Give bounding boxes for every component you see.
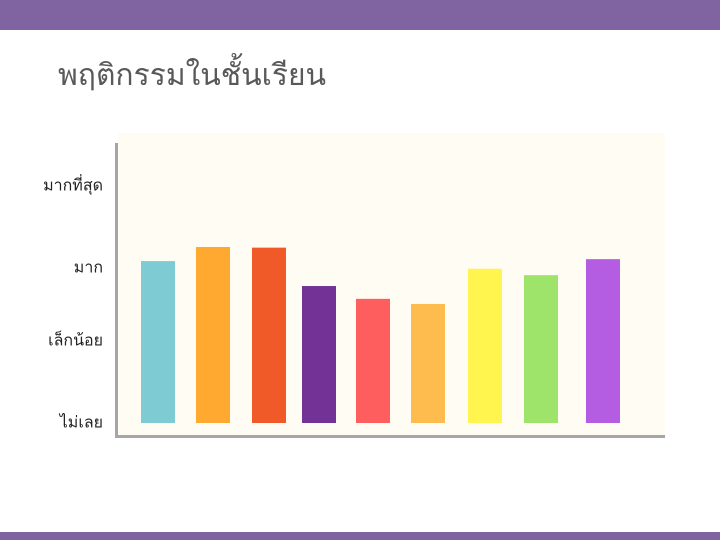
bars-group <box>141 247 620 423</box>
top-accent-band <box>0 0 720 30</box>
y-tick-labels: ไม่เลย เล็กน้อย มาก มากที่สุด <box>43 174 103 432</box>
y-tick-label: มากที่สุด <box>43 174 103 196</box>
bar-5 <box>356 298 390 423</box>
y-tick-label: เล็กน้อย <box>48 330 103 350</box>
bar-4 <box>302 286 336 423</box>
bar-9 <box>586 259 620 423</box>
bottom-accent-band <box>0 532 720 540</box>
bar-8 <box>524 275 558 423</box>
bar-3 <box>252 247 286 423</box>
y-tick-label: มาก <box>74 258 103 277</box>
bar-2 <box>196 247 230 423</box>
bar-1 <box>141 261 175 423</box>
bar-6 <box>411 303 445 423</box>
y-tick-label: ไม่เลย <box>58 413 103 432</box>
slide-title: พฤติกรรมในชั้นเรียน <box>58 58 327 93</box>
bar-7 <box>468 268 502 423</box>
